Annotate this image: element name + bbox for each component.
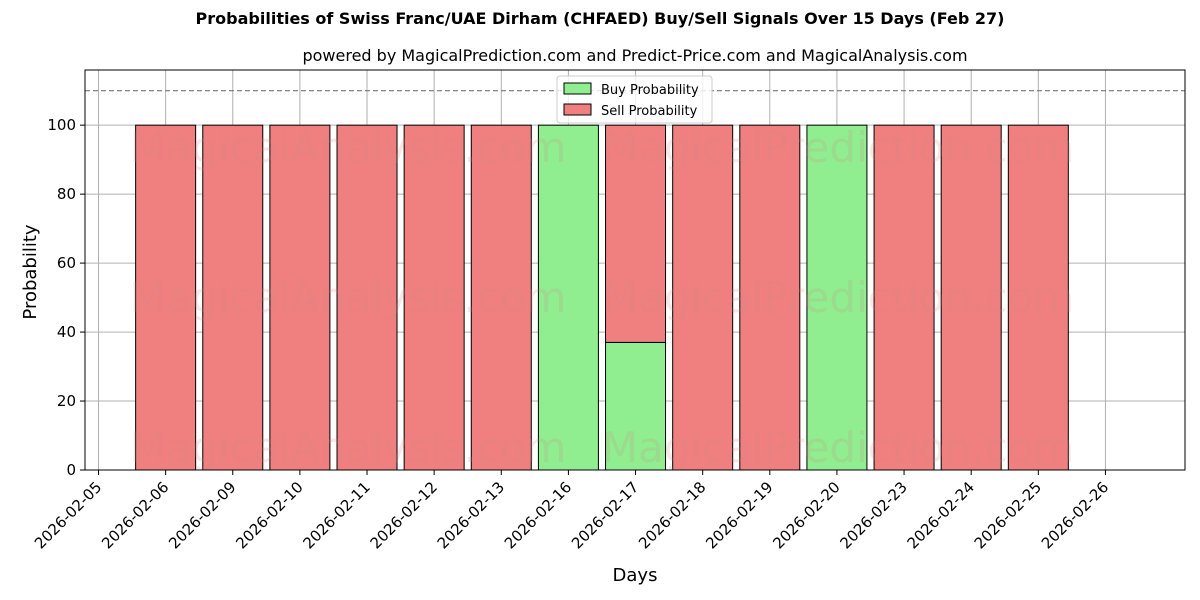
chart-subtitle: powered by MagicalPrediction.com and Pre… <box>302 46 968 65</box>
y-tick-label: 80 <box>57 185 76 203</box>
y-tick-label: 100 <box>47 116 76 134</box>
bar-sell-2026-02-12 <box>336 124 398 471</box>
x-tick-label: 2026-02-13 <box>434 478 508 552</box>
y-tick-label: 60 <box>57 254 76 272</box>
bar-sell-2026-02-18 <box>605 124 667 343</box>
bar-sell-2026-02-26 <box>1007 124 1069 471</box>
legend-swatch-sell <box>563 103 592 116</box>
legend-frame <box>556 75 713 124</box>
watermark-text: MagicalAnalysis.com <box>130 123 567 172</box>
x-tick-label: 2026-02-10 <box>232 478 306 552</box>
bar-sell-2026-02-11 <box>269 124 331 471</box>
y-tick-label: 20 <box>57 392 76 410</box>
x-tick-label: 2026-02-09 <box>165 478 239 552</box>
bar-sell-2026-02-25 <box>940 124 1002 471</box>
bar-sell-2026-02-06 <box>135 124 197 471</box>
bar-buy-2026-02-17 <box>537 124 599 471</box>
bar-sell-2026-02-16 <box>470 124 532 471</box>
x-axis-label: Days <box>613 565 658 586</box>
y-axis-label: Probability <box>20 224 41 319</box>
legend-label-buy: Buy Probability <box>601 83 699 98</box>
x-tick-label: 2026-02-25 <box>971 478 1045 552</box>
legend: Buy Probability Sell Probability <box>556 75 713 124</box>
watermark-text: MagicalPrediction.com <box>602 273 1075 322</box>
bar-sell-2026-02-13 <box>403 124 465 471</box>
x-tick-label: 2026-02-16 <box>501 478 575 552</box>
y-tick-label: 0 <box>66 461 76 479</box>
x-tick-label: 2026-02-26 <box>1038 478 1112 552</box>
x-tick-label: 2026-02-11 <box>299 478 373 552</box>
x-tick-label: 2026-02-24 <box>904 478 978 552</box>
watermark-text: MagicalAnalysis.com <box>130 423 567 472</box>
bar-sell-2026-02-10 <box>202 124 264 471</box>
y-tick-label: 40 <box>57 323 76 341</box>
x-tick-label: 2026-02-23 <box>837 478 911 552</box>
x-tick-label: 2026-02-18 <box>635 478 709 552</box>
x-tick-label: 2026-02-20 <box>769 478 843 552</box>
x-tick-label: 2026-02-19 <box>702 478 776 552</box>
x-tick-label: 2026-02-05 <box>31 478 105 552</box>
x-tick-label: 2026-02-17 <box>568 478 642 552</box>
watermark-layer: MagicalAnalysis.com MagicalPrediction.com… <box>130 123 1075 472</box>
plot-frame <box>84 69 1186 471</box>
x-tick-label: 2026-02-12 <box>367 478 441 552</box>
legend-label-sell: Sell Probability <box>601 104 698 119</box>
legend-swatch-buy <box>563 82 592 95</box>
watermark-text: MagicalPrediction.com <box>602 123 1075 172</box>
chart-title: Probabilities of Swiss Franc/UAE Dirham … <box>195 9 1005 28</box>
bar-sell-2026-02-19 <box>672 124 734 471</box>
watermark-text: MagicalPrediction.com <box>602 423 1075 472</box>
bars-layer <box>135 124 1069 471</box>
x-tick-label: 2026-02-06 <box>98 478 172 552</box>
bar-buy-2026-02-23 <box>806 124 868 471</box>
bar-sell-2026-02-20 <box>739 124 801 471</box>
watermark-text: MagicalAnalysis.com <box>130 273 567 322</box>
bar-sell-2026-02-24 <box>873 124 935 471</box>
